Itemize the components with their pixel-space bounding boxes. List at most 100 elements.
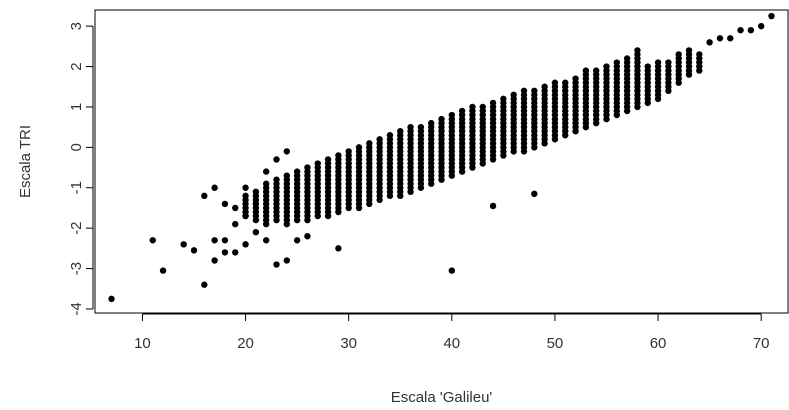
data-point	[654, 59, 662, 66]
data-point	[438, 115, 445, 123]
data-point	[108, 295, 115, 303]
data-point	[510, 91, 517, 99]
data-point	[376, 136, 383, 143]
data-point	[644, 63, 651, 70]
data-point	[283, 148, 291, 155]
data-point	[727, 35, 734, 42]
x-tick-label: 20	[237, 335, 254, 352]
data-point	[531, 190, 538, 198]
x-axis-title: Escala 'Galileu'	[391, 389, 493, 406]
data-point	[489, 99, 497, 107]
data-point	[458, 107, 466, 115]
y-tick-label: 0	[68, 143, 85, 151]
data-point	[623, 55, 631, 62]
data-point	[252, 188, 260, 195]
data-point	[211, 257, 218, 264]
data-point	[221, 237, 229, 244]
data-point	[262, 180, 270, 187]
x-tick-label: 10	[134, 335, 151, 352]
data-point	[273, 261, 280, 268]
data-point	[262, 168, 270, 175]
data-point	[603, 63, 610, 70]
data-point	[201, 281, 208, 288]
data-point	[242, 241, 249, 248]
data-point	[469, 103, 476, 111]
data-point	[232, 204, 239, 212]
data-point	[706, 39, 713, 46]
data-point	[448, 111, 456, 119]
data-point	[407, 123, 414, 131]
data-point	[314, 160, 321, 167]
plot-frame	[94, 9, 789, 314]
data-point	[283, 172, 291, 179]
data-point	[242, 184, 249, 191]
data-point	[696, 51, 703, 58]
data-point	[634, 47, 641, 54]
points-layer	[108, 12, 775, 303]
y-axis-title: Escala TRI	[17, 125, 34, 198]
data-point	[685, 47, 693, 54]
data-point	[252, 200, 260, 208]
data-point	[252, 229, 260, 236]
data-point	[304, 233, 311, 240]
data-point	[768, 12, 775, 20]
data-point	[211, 237, 218, 244]
data-point	[232, 220, 239, 228]
data-point	[232, 249, 239, 256]
data-point	[716, 35, 724, 42]
data-point	[273, 156, 280, 163]
data-point	[551, 79, 559, 86]
data-point	[345, 148, 352, 155]
data-point	[242, 192, 249, 200]
y-tick-label: 2	[68, 62, 85, 70]
data-point	[335, 245, 342, 252]
data-point	[479, 103, 486, 111]
data-point	[562, 79, 569, 86]
data-point	[757, 22, 765, 30]
data-point	[242, 212, 249, 220]
data-point	[201, 192, 208, 200]
data-point	[262, 237, 270, 244]
data-point	[417, 123, 425, 131]
data-point	[149, 237, 156, 244]
y-tick-label: -3	[68, 262, 85, 275]
y-axis: -4 -3 -2 -1 0 1 2 3	[68, 22, 94, 316]
data-point	[582, 67, 590, 74]
x-axis: 10 20 30 40 50 60 70	[134, 313, 770, 352]
data-point	[737, 27, 744, 34]
data-point	[159, 267, 167, 274]
data-point	[386, 132, 394, 139]
data-point	[613, 59, 621, 66]
data-point	[221, 200, 229, 208]
data-point	[531, 87, 538, 95]
data-point	[324, 156, 332, 163]
data-point	[448, 267, 456, 274]
data-point	[665, 59, 672, 66]
data-point	[366, 140, 373, 147]
data-point	[293, 237, 301, 244]
data-point	[211, 184, 218, 191]
data-point	[427, 119, 435, 127]
data-point	[397, 128, 404, 135]
data-point	[500, 95, 507, 103]
data-point	[747, 27, 755, 34]
data-point	[283, 257, 291, 264]
data-point	[190, 247, 198, 254]
data-point	[572, 75, 579, 82]
x-tick-label: 40	[443, 335, 460, 352]
y-tick-label: -2	[68, 221, 85, 234]
data-point	[293, 168, 301, 175]
x-tick-label: 50	[547, 335, 564, 352]
data-point	[335, 152, 342, 159]
data-point	[221, 249, 229, 256]
data-point	[273, 176, 280, 183]
data-point	[489, 202, 497, 210]
x-tick-label: 70	[753, 335, 770, 352]
data-point	[304, 164, 311, 171]
y-tick-label: 1	[68, 103, 85, 111]
data-point	[541, 83, 548, 90]
x-tick-label: 60	[650, 335, 667, 352]
data-point	[520, 87, 528, 95]
x-tick-label: 30	[340, 335, 357, 352]
